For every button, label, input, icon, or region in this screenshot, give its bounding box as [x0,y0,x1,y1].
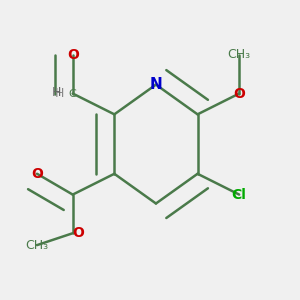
Text: CH₃: CH₃ [26,238,49,252]
Text: H: H [52,85,61,98]
Text: H: H [54,87,64,100]
Text: O: O [31,167,43,181]
Text: O: O [73,226,85,240]
Text: O: O [233,86,245,100]
Text: O: O [67,48,79,62]
Text: Cl: Cl [232,188,247,202]
Text: N: N [150,77,162,92]
Text: CH₃: CH₃ [228,48,251,62]
Text: C: C [69,88,76,98]
